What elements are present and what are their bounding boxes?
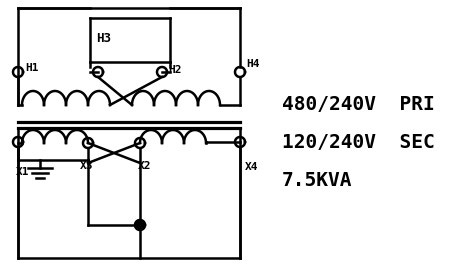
Polygon shape (235, 137, 245, 147)
Polygon shape (13, 67, 23, 77)
Polygon shape (13, 137, 23, 147)
Polygon shape (135, 138, 145, 148)
Polygon shape (157, 67, 167, 77)
Text: X2: X2 (138, 161, 152, 171)
Polygon shape (235, 67, 245, 77)
Text: 120/240V  SEC: 120/240V SEC (282, 134, 435, 152)
Polygon shape (135, 220, 145, 230)
Text: H4: H4 (246, 59, 259, 69)
Text: 480/240V  PRI: 480/240V PRI (282, 95, 435, 114)
Text: 7.5KVA: 7.5KVA (282, 172, 353, 190)
Text: H2: H2 (168, 65, 182, 75)
Polygon shape (83, 138, 93, 148)
Text: X1: X1 (16, 167, 29, 177)
Text: X3: X3 (80, 161, 93, 171)
Text: H1: H1 (25, 63, 38, 73)
Polygon shape (93, 67, 103, 77)
Text: X4: X4 (245, 162, 258, 172)
Text: H3: H3 (96, 31, 111, 44)
